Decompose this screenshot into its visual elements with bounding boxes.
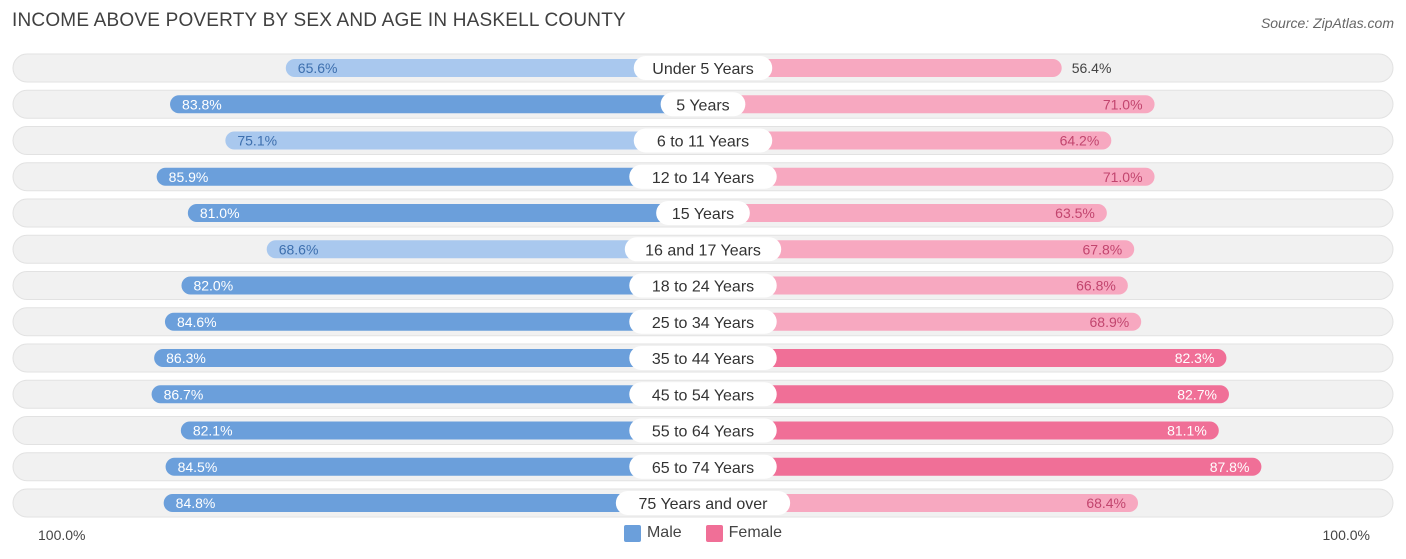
male-value-label: 86.7% [164, 386, 204, 402]
male-bar [164, 312, 704, 331]
female-bar [703, 204, 1107, 222]
male-value-label: 82.0% [193, 278, 233, 294]
female-value-label: 66.8% [1076, 278, 1116, 294]
category-label: 18 to 24 Years [652, 279, 754, 296]
female-bar [703, 59, 1062, 77]
category-label: 16 and 17 Years [645, 242, 761, 259]
female-bar [703, 421, 1219, 440]
male-value-label: 65.6% [298, 60, 338, 76]
legend-swatch-male [623, 524, 641, 542]
female-value-label: 63.5% [1055, 205, 1095, 221]
axis-right-label: 100.0% [1322, 527, 1370, 543]
male-value-label: 84.5% [178, 459, 218, 475]
category-label-bg [629, 382, 777, 407]
category-label: 6 to 11 Years [657, 134, 749, 151]
male-value-label: 85.9% [169, 169, 209, 185]
category-label: 75 Years and over [639, 496, 769, 513]
category-label-bg [629, 309, 777, 334]
category-label: 5 Years [676, 97, 729, 114]
category-label: 12 to 14 Years [652, 170, 754, 187]
category-label-bg [629, 164, 777, 189]
male-bar [266, 240, 703, 259]
female-value-label: 68.9% [1090, 314, 1130, 330]
female-value-label: 71.0% [1103, 96, 1143, 112]
female-value-label: 82.3% [1175, 350, 1215, 366]
male-bar [225, 131, 703, 150]
legend-swatch-female [705, 524, 723, 542]
male-bar [180, 421, 703, 440]
axis-left-label: 100.0% [38, 527, 86, 543]
category-label-bg [633, 128, 773, 153]
male-value-label: 68.6% [279, 241, 319, 257]
category-label: 65 to 74 Years [652, 460, 754, 477]
category-label: 35 to 44 Years [652, 351, 754, 368]
chart-area: 65.6% 56.4% Under 5 Years 83.8% 71.0% 5 Years… [12, 53, 1394, 518]
male-value-label: 75.1% [237, 133, 277, 149]
female-value-label: 81.1% [1167, 423, 1207, 439]
legend: Male Female [0, 524, 1406, 542]
male-value-label: 86.3% [166, 350, 206, 366]
category-label: 45 to 54 Years [652, 387, 754, 404]
category-label: 25 to 34 Years [652, 315, 754, 332]
female-bar [703, 95, 1155, 114]
male-bar [165, 457, 703, 476]
male-bar [154, 349, 703, 367]
male-value-label: 84.8% [176, 495, 216, 511]
female-bar [703, 167, 1155, 186]
category-label-bg [615, 491, 791, 515]
female-bar [703, 240, 1135, 259]
male-bar [163, 494, 703, 512]
male-bar [151, 385, 703, 404]
female-bar [703, 312, 1142, 331]
female-value-label: 67.8% [1083, 241, 1123, 257]
male-bar [181, 276, 704, 295]
legend-label-male: Male [646, 524, 682, 541]
category-label: 15 Years [672, 206, 734, 223]
female-bar [703, 457, 1262, 476]
male-value-label: 81.0% [200, 205, 240, 221]
male-bar [170, 95, 704, 114]
female-value-label: 56.4% [1072, 60, 1112, 76]
legend-label-female: Female [728, 524, 783, 541]
female-bar [703, 494, 1139, 512]
category-label-bg [629, 454, 777, 479]
category-label-bg [629, 346, 777, 370]
female-value-label: 71.0% [1103, 169, 1143, 185]
female-bar [703, 349, 1227, 367]
male-value-label: 84.6% [177, 314, 217, 330]
male-value-label: 82.1% [193, 423, 233, 439]
chart-title: INCOME ABOVE POVERTY BY SEX AND AGE IN H… [12, 10, 626, 31]
female-value-label: 82.7% [1177, 386, 1217, 402]
female-value-label: 87.8% [1210, 459, 1250, 475]
category-label-bg [629, 418, 777, 443]
male-bar [187, 204, 704, 222]
female-value-label: 68.4% [1086, 495, 1126, 511]
male-bar [156, 167, 703, 186]
legend-item-male: Male [623, 524, 682, 542]
source-label: Source: ZipAtlas.com [1260, 15, 1394, 31]
male-value-label: 83.8% [182, 96, 222, 112]
female-bar [703, 385, 1229, 404]
category-label-bg [624, 237, 782, 262]
category-label-bg [656, 201, 750, 225]
male-bar [285, 59, 703, 77]
female-bar [703, 131, 1112, 150]
category-label-bg [629, 273, 777, 298]
female-value-label: 64.2% [1060, 133, 1100, 149]
legend-item-female: Female [705, 524, 783, 542]
category-label-bg [633, 56, 773, 80]
category-label: Under 5 Years [652, 61, 753, 78]
category-label: 55 to 64 Years [652, 424, 754, 441]
female-bar [703, 276, 1128, 295]
category-label-bg [660, 92, 746, 117]
